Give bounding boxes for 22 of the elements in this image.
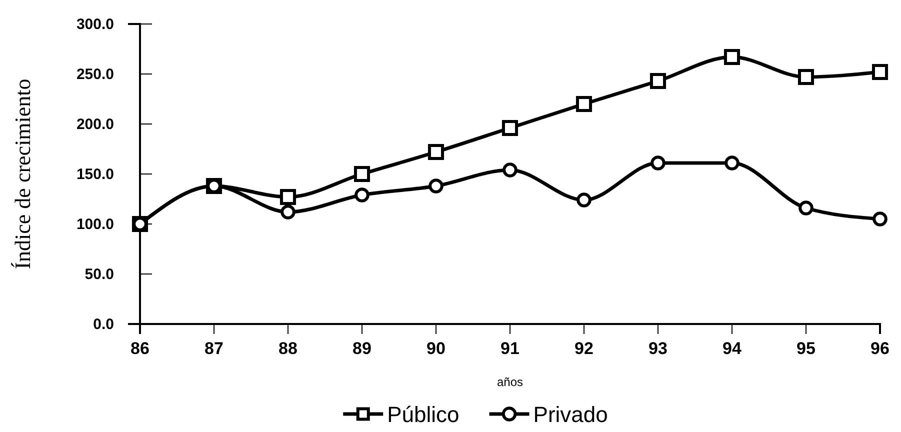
x-tick-label: 93 (648, 339, 668, 358)
y-tick-label: 300.0 (76, 16, 114, 33)
x-tick-label: 91 (500, 339, 520, 358)
y-tick-label: 0.0 (93, 316, 114, 333)
x-tick-label: 86 (130, 339, 150, 358)
y-tick-label: 200.0 (76, 116, 114, 133)
y-tick-label: 100.0 (76, 216, 114, 233)
x-tick-label: 94 (722, 339, 742, 358)
y-tick-label: 150.0 (76, 166, 114, 183)
x-tick-label: 95 (796, 339, 816, 358)
x-axis-title: años (496, 375, 524, 389)
x-tick-label: 89 (352, 339, 372, 358)
y-tick-label: 50.0 (84, 266, 114, 283)
legend-label: Público (387, 402, 460, 427)
y-axis-title: Índice de crecimiento (10, 78, 35, 270)
y-tick-label: 250.0 (76, 66, 114, 83)
legend-label: Privado (533, 402, 608, 427)
x-tick-label: 88 (278, 339, 298, 358)
x-tick-label: 96 (870, 339, 890, 358)
x-tick-label: 87 (204, 339, 224, 358)
x-tick-label: 92 (574, 339, 594, 358)
x-tick-label: 90 (426, 339, 446, 358)
